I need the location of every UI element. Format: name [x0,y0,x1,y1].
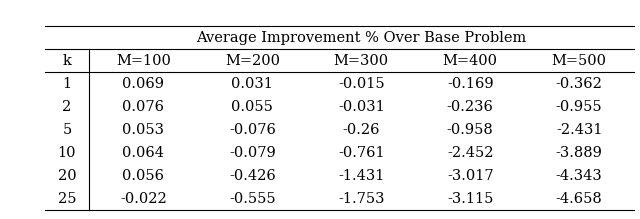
Text: -4.658: -4.658 [556,192,602,206]
Text: 0.055: 0.055 [232,100,273,114]
Text: Average Improvement % Over Base Problem: Average Improvement % Over Base Problem [196,31,527,45]
Text: 5: 5 [62,123,72,137]
Text: 0.053: 0.053 [122,123,164,137]
Text: -3.889: -3.889 [556,146,603,160]
Text: -2.431: -2.431 [556,123,602,137]
Text: -4.343: -4.343 [556,169,602,183]
Text: -0.555: -0.555 [229,192,276,206]
Text: M=200: M=200 [225,54,280,68]
Text: M=300: M=300 [333,54,389,68]
Text: -0.031: -0.031 [338,100,385,114]
Text: -0.362: -0.362 [556,77,603,91]
Text: M=400: M=400 [443,54,498,68]
Text: 0.031: 0.031 [232,77,273,91]
Text: 10: 10 [58,146,76,160]
Text: 20: 20 [58,169,76,183]
Text: -0.076: -0.076 [229,123,276,137]
Text: -0.236: -0.236 [447,100,493,114]
Text: -0.169: -0.169 [447,77,493,91]
Text: -0.426: -0.426 [229,169,276,183]
Text: -0.022: -0.022 [120,192,167,206]
Text: k: k [63,54,71,68]
Text: -0.958: -0.958 [447,123,493,137]
Text: -0.015: -0.015 [338,77,385,91]
Text: -1.431: -1.431 [338,169,385,183]
Text: 0.076: 0.076 [122,100,164,114]
Text: 1: 1 [62,77,72,91]
Text: M=100: M=100 [116,54,171,68]
Text: -2.452: -2.452 [447,146,493,160]
Text: 0.069: 0.069 [122,77,164,91]
Text: -3.017: -3.017 [447,169,493,183]
Text: 0.064: 0.064 [122,146,164,160]
Text: 25: 25 [58,192,76,206]
Text: -0.761: -0.761 [338,146,385,160]
Text: -0.26: -0.26 [342,123,380,137]
Text: -1.753: -1.753 [338,192,385,206]
Text: -0.079: -0.079 [229,146,276,160]
Text: 2: 2 [62,100,72,114]
Text: M=500: M=500 [552,54,607,68]
Text: 0.056: 0.056 [122,169,164,183]
Text: -0.955: -0.955 [556,100,602,114]
Text: -3.115: -3.115 [447,192,493,206]
